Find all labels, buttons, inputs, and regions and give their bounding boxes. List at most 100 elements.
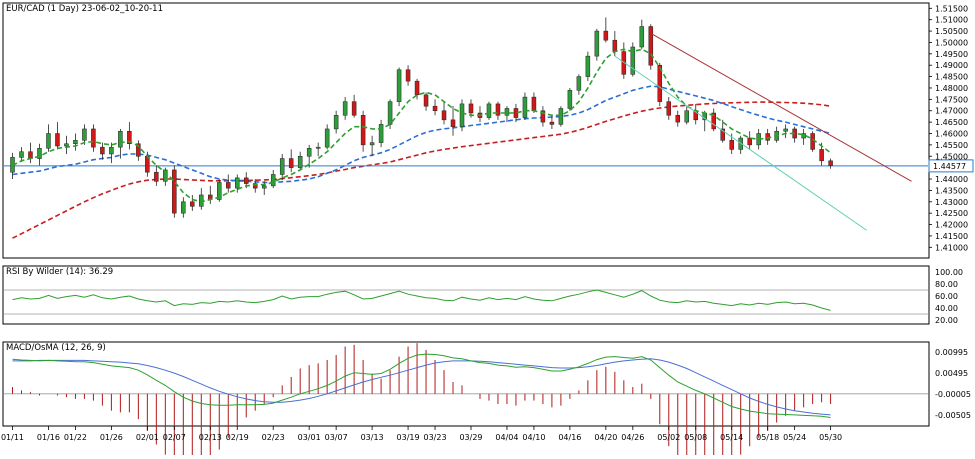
bearish-candle [819,149,824,162]
date-tick-label: 02/19 [226,433,249,442]
price-tick-label: 1.42000 [935,221,968,230]
macd-pane[interactable] [2,341,930,427]
bullish-candle [73,140,78,144]
bullish-candle [378,124,384,143]
bearish-candle [828,160,833,166]
bullish-candle [315,146,321,149]
bearish-candle [351,101,357,116]
date-tick-label: 01/22 [64,433,87,442]
date-tick-label: 01/26 [100,433,123,442]
macd-line [12,353,831,418]
price-tick-label: 1.43000 [935,198,968,207]
bearish-candle [127,130,132,144]
bullish-candle [504,108,510,116]
downtrend-line-lower [614,55,867,231]
rsi-pane-title: RSI By Wilder (14): 36.29 [6,267,113,277]
current-price-marker [928,159,974,173]
bullish-candle [19,151,24,158]
bearish-candle [414,80,420,96]
date-tick-label: 01/11 [1,433,24,442]
price-tick-label: 1.45500 [935,141,968,150]
bearish-candle [190,201,195,207]
bullish-candle [297,156,303,168]
bullish-candle [639,26,645,48]
macd-tick-label: -0.00505 [935,411,971,420]
bullish-candle [558,108,564,125]
date-tick-label: 05/30 [819,433,842,442]
price-tick-label: 1.46500 [935,118,968,127]
price-tick-label: 1.50500 [935,27,968,36]
price-pane[interactable] [2,2,930,259]
rsi-tick-label: 60.00 [935,292,958,301]
rsi-tick-label: 80.00 [935,280,958,289]
price-tick-label: 1.42500 [935,209,968,218]
bearish-candle [495,103,501,116]
ma-slow-line [12,101,831,239]
price-axis-ticks: 1.51500 1.51000 1.50500 1.50000 1.49500 1.490… [929,4,968,252]
bearish-candle [657,64,663,102]
bearish-candle [450,119,456,127]
bearish-candle [136,143,141,157]
bullish-candle [396,69,402,102]
rsi-line [12,289,831,311]
price-tick-label: 1.48500 [935,73,968,82]
price-tick-label: 1.50000 [935,38,968,47]
bullish-candle [342,101,348,116]
date-tick-label: 02/07 [163,433,186,442]
date-tick-label: 04/20 [594,433,617,442]
date-tick-label: 01/16 [37,433,60,442]
price-tick-label: 1.51500 [935,4,968,13]
bearish-candle [405,69,411,82]
bullish-candle [163,169,168,182]
date-tick-label: 05/02 [657,433,680,442]
bearish-candle [360,115,366,146]
price-tick-label: 1.45000 [935,152,968,161]
date-tick-label: 02/01 [136,433,159,442]
price-pane-title: EUR/CAD (1 Day) 23-06-02_10-20-11 [6,4,163,14]
bearish-candle [423,94,429,107]
bearish-candle [154,171,159,182]
bearish-candle [675,115,681,123]
bullish-candle [522,96,528,118]
bullish-candle [594,30,600,57]
macd-pane-title: MACD/OsMA (12, 26, 9) [6,343,106,353]
bearish-candle [226,182,231,189]
rsi-series: 100.00 80.00 60.00 40.00 20.00 [4,268,963,325]
bearish-candle [765,133,770,141]
rsi-pane[interactable] [2,265,930,325]
macd-series: 0.00995 0.00495 -0.00005 -0.00505 [4,343,971,459]
price-tick-label: 1.46000 [935,130,968,139]
date-tick-label: 05/24 [783,433,806,442]
bearish-candle [810,133,815,150]
bearish-candle [441,110,447,121]
bearish-candle [432,105,438,111]
bearish-candle [747,137,752,146]
bullish-candle [270,174,276,187]
bearish-candle [720,128,725,141]
bearish-candle [603,30,609,41]
price-tick-label: 1.41500 [935,232,968,241]
date-tick-label: 02/13 [199,433,222,442]
price-tick-label: 1.49000 [935,61,968,70]
bullish-candle [324,128,330,148]
bullish-candle [109,146,114,155]
bearish-candle [711,112,716,130]
bullish-candle [181,201,186,214]
bearish-candle [621,51,627,75]
bullish-candle [369,142,375,146]
price-tick-label: 1.51000 [935,16,968,25]
bearish-candle [648,26,654,66]
macd-tick-label: 0.00495 [935,369,968,378]
rsi-tick-label: 40.00 [935,304,958,313]
bearish-candle [531,96,537,111]
bearish-candle [666,101,672,116]
date-tick-label: 05/08 [684,433,707,442]
bullish-candle [82,128,87,141]
macd-tick-label: 0.00995 [935,348,968,357]
price-tick-label: 1.47500 [935,95,968,104]
bearish-candle [540,110,546,123]
bearish-candle [549,121,555,125]
bullish-candle [46,133,51,149]
